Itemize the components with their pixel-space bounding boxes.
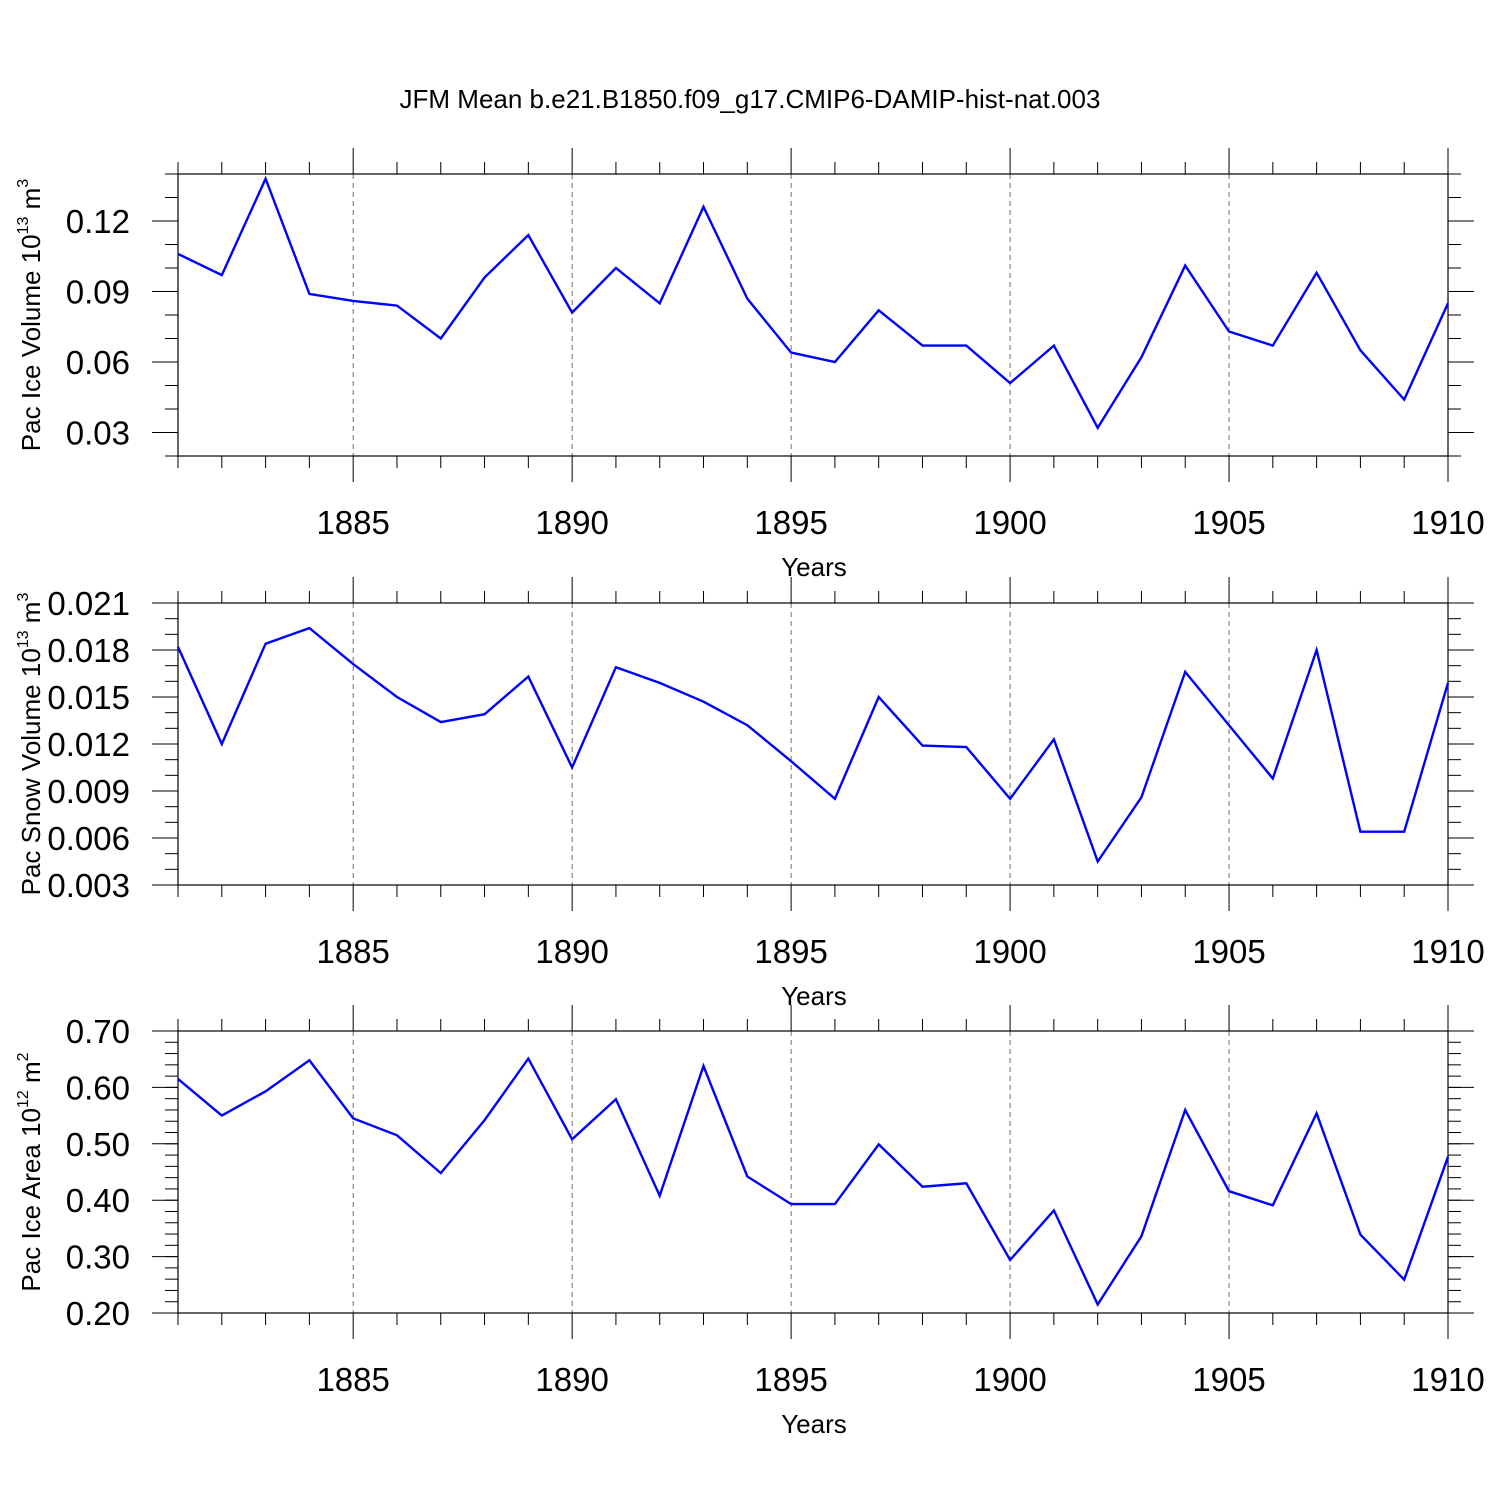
plot-frame: [177, 602, 1449, 886]
x-tick-label: 1885: [316, 1361, 389, 1398]
x-tick-label: 1910: [1411, 933, 1484, 970]
x-tick-label: 1890: [535, 1361, 608, 1398]
x-tick-label: 1895: [754, 1361, 827, 1398]
x-tick-label: 1900: [973, 504, 1046, 541]
x-axis-title: Years: [781, 552, 847, 582]
y-tick-label: 0.12: [66, 203, 130, 240]
y-tick-label: 0.012: [47, 726, 130, 763]
x-tick-label: 1890: [535, 933, 608, 970]
y-tick-label: 0.018: [47, 632, 130, 669]
panel-2: 0.003 0.006 0.009 0.012 0.015 0.018 0.021 1885 1…: [15, 577, 1485, 1011]
y-tick-label: 0.015: [47, 679, 130, 716]
x-tick-label: 1895: [754, 933, 827, 970]
y-tick-label: 0.021: [47, 585, 130, 622]
x-tick-label: 1900: [973, 933, 1046, 970]
y-axis-title: Pac Snow Volume 1013 m3: [15, 593, 46, 896]
y-tick-label: 0.09: [66, 274, 130, 311]
y-tick-label: 0.03: [66, 415, 130, 452]
y-tick-label: 0.50: [66, 1126, 130, 1163]
x-tick-label: 1885: [316, 933, 389, 970]
y-tick-label: 0.009: [47, 773, 130, 810]
panel-1: 0.03 0.06 0.09 0.12 1885 1890 1895 1900 1905 1910…: [15, 148, 1485, 582]
x-tick-label: 1900: [973, 1361, 1046, 1398]
x-tick-label: 1905: [1192, 1361, 1265, 1398]
panel-3: 0.20 0.30 0.40 0.50 0.60 0.70 1885 1890 1895 1900…: [15, 1005, 1485, 1439]
y-axis-title: Pac Ice Area 1012 m2: [15, 1052, 46, 1291]
y-tick-label: 0.40: [66, 1182, 130, 1219]
y-tick-label: 0.006: [47, 820, 130, 857]
series-line: [176, 626, 1450, 865]
x-tick-label: 1910: [1411, 1361, 1484, 1398]
x-axis-title: Years: [781, 981, 847, 1011]
series-line: [177, 1056, 1450, 1307]
y-tick-label: 0.003: [47, 867, 130, 904]
y-tick-label: 0.06: [66, 344, 130, 381]
y-tick-label: 0.20: [66, 1295, 130, 1332]
x-tick-label: 1890: [535, 504, 608, 541]
y-tick-label: 0.30: [66, 1239, 130, 1276]
x-tick-label: 1905: [1192, 933, 1265, 970]
x-tick-label: 1895: [754, 504, 827, 541]
y-axis-title: Pac Ice Volume 1013 m3: [15, 179, 46, 452]
y-tick-label: 0.70: [66, 1013, 130, 1050]
chart-title: JFM Mean b.e21.B1850.f09_g17.CMIP6-DAMIP…: [399, 84, 1101, 114]
x-tick-label: 1885: [316, 504, 389, 541]
plot-frame: [177, 1030, 1449, 1314]
plot-frame: [177, 173, 1449, 457]
y-tick-label: 0.60: [66, 1069, 130, 1106]
x-axis-title: Years: [781, 1409, 847, 1439]
series-line: [177, 175, 1450, 431]
x-tick-label: 1910: [1411, 504, 1484, 541]
x-tick-label: 1905: [1192, 504, 1265, 541]
